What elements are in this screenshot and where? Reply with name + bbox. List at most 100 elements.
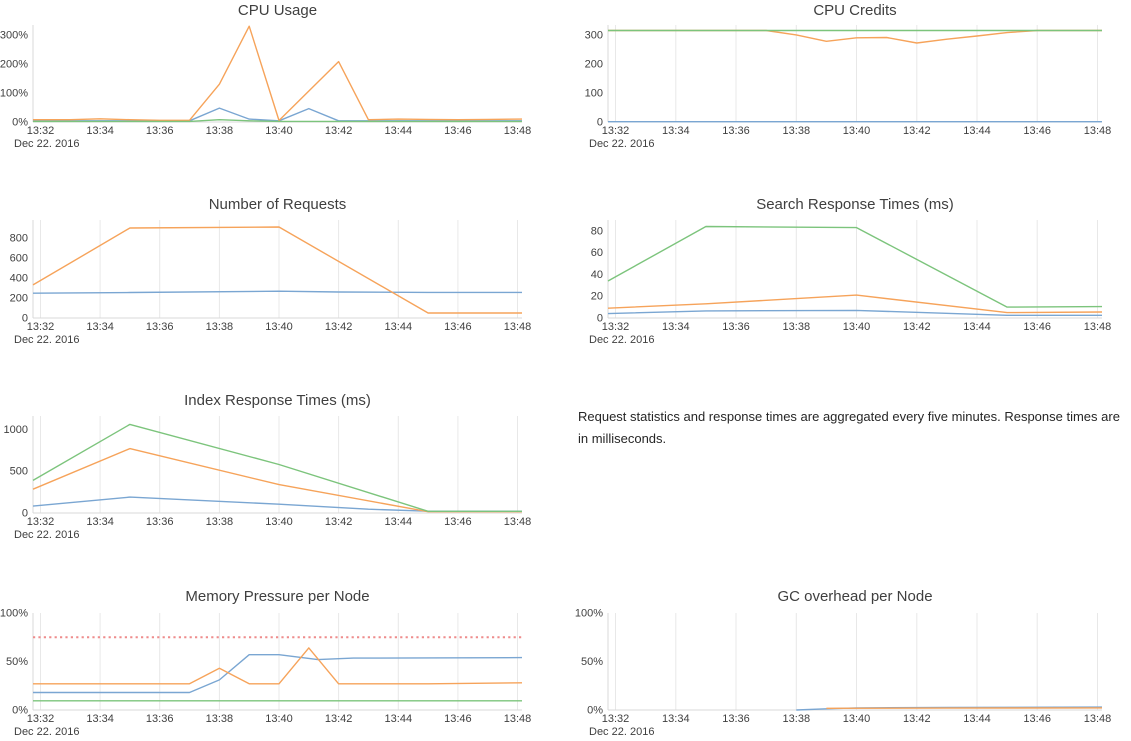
x-tick-label: 13:36: [146, 516, 174, 528]
series-line-blue: [32, 496, 522, 512]
chart-cpu-usage: CPU Usage 0% 100% 200% 300% 13:32 13:34 13:36 1…: [0, 0, 565, 165]
series-line-orange: [32, 447, 522, 513]
x-tick-label: 13:48: [1084, 125, 1112, 137]
x-tick-label: 13:44: [963, 125, 991, 137]
x-tick-label: 13:42: [903, 321, 931, 333]
y-tick-label: 300: [585, 29, 603, 41]
number-of-requests-plot-area[interactable]: 0 200 400 600 800 13:32 13:34 13:36 13:38 13:40 13…: [0, 185, 565, 355]
y-tick-label: 80: [591, 225, 603, 237]
memory-pressure-plot-area[interactable]: 0% 50% 100% 13:32 13:34 13:36 13:38 13:40 13:42 1…: [0, 580, 565, 741]
x-tick-label: 13:46: [444, 516, 472, 528]
x-tick-label: 13:42: [325, 321, 353, 333]
x-tick-label: 13:38: [783, 713, 811, 725]
gc-overhead-plot-area[interactable]: 0% 50% 100% 13:32 13:34 13:36 13:38 13:40 13:42 1…: [565, 580, 1131, 741]
x-tick-label: 13:40: [843, 125, 871, 137]
y-tick-label: 500: [10, 466, 28, 478]
x-tick-label: 13:38: [206, 713, 234, 725]
x-tick-label: 13:40: [265, 713, 293, 725]
chart-title-memory-pressure: Memory Pressure per Node: [185, 588, 370, 605]
x-tick-label: 13:46: [444, 713, 472, 725]
x-tick-label: 13:32: [27, 321, 55, 333]
cpu-credits-plot-area[interactable]: 0 100 200 300 13:32 13:34 13:36 13:38 13:40 13:42…: [565, 0, 1131, 165]
x-tick-label: 13:38: [206, 321, 234, 333]
x-tick-label: 13:42: [903, 713, 931, 725]
series-line-orange: [33, 647, 523, 685]
y-tick-label: 0%: [12, 705, 28, 717]
x-tick-label: 13:38: [206, 125, 234, 137]
y-tick-label: 0%: [587, 705, 603, 717]
x-tick-label: 13:32: [602, 321, 630, 333]
x-tick-label: 13:34: [662, 713, 690, 725]
y-tick-label: 40: [591, 269, 603, 281]
x-tick-label: 13:42: [325, 125, 353, 137]
chart-number-of-requests: Number of Requests 0 200 400 600 800 13:32 13:…: [0, 185, 565, 355]
series-line-orange: [32, 226, 522, 314]
x-tick-label: 13:46: [1023, 321, 1051, 333]
x-tick-label: 13:38: [783, 321, 811, 333]
chart-title-search-response-times: Search Response Times (ms): [756, 196, 954, 213]
x-tick-label: 13:42: [325, 713, 353, 725]
x-tick-label: 13:34: [662, 321, 690, 333]
series-line-blue: [33, 107, 522, 122]
x-tick-label: 13:44: [963, 321, 991, 333]
x-tick-label: 13:36: [722, 125, 750, 137]
y-tick-label: 100: [585, 88, 603, 100]
y-tick-label: 0: [597, 117, 603, 129]
date-label: Dec 22. 2016: [589, 726, 654, 738]
series-line-blue: [607, 309, 1102, 317]
x-tick-label: 13:40: [843, 713, 871, 725]
y-tick-label: 0: [22, 313, 28, 325]
cpu-usage-plot-area[interactable]: 0% 100% 200% 300% 13:32 13:34 13:36 13:38 13:40 1…: [0, 0, 565, 165]
chart-title-cpu-usage: CPU Usage: [237, 2, 318, 19]
x-tick-label: 13:36: [146, 713, 174, 725]
x-tick-label: 13:44: [963, 713, 991, 725]
chart-index-response-times: Index Response Times (ms) 0 500 1000 13:32 1…: [0, 380, 565, 550]
date-label: Dec 22. 2016: [14, 529, 79, 541]
x-tick-label: 13:32: [602, 713, 630, 725]
x-tick-label: 13:40: [265, 516, 293, 528]
x-tick-label: 13:40: [843, 321, 871, 333]
x-tick-label: 13:34: [86, 713, 114, 725]
y-tick-label: 0: [22, 508, 28, 520]
x-tick-label: 13:34: [86, 125, 114, 137]
y-tick-label: 100%: [575, 608, 603, 620]
x-tick-label: 13:46: [444, 321, 472, 333]
x-tick-label: 13:34: [86, 516, 114, 528]
date-label: Dec 22. 2016: [14, 334, 79, 346]
y-tick-label: 200%: [0, 58, 28, 70]
index-response-times-plot-area[interactable]: 0 500 1000 13:32 13:34 13:36 13:38 13:40 13:42 13…: [0, 380, 565, 550]
date-label: Dec 22. 2016: [14, 726, 79, 738]
x-tick-label: 13:48: [504, 516, 532, 528]
series-line-blue: [33, 653, 523, 694]
x-tick-label: 13:48: [504, 713, 532, 725]
y-tick-label: 50%: [6, 656, 28, 668]
x-tick-label: 13:44: [385, 321, 413, 333]
chart-memory-pressure: Memory Pressure per Node 0% 50% 100% 13:32 1…: [0, 580, 565, 741]
x-tick-label: 13:32: [27, 516, 55, 528]
x-tick-label: 13:38: [783, 125, 811, 137]
x-tick-label: 13:40: [265, 125, 293, 137]
y-tick-label: 0%: [12, 117, 28, 129]
chart-cpu-credits: CPU Credits 0 100 200 300 13:32 13:34 13:36 13:…: [565, 0, 1131, 165]
x-tick-label: 13:46: [1023, 713, 1051, 725]
x-tick-label: 13:36: [722, 321, 750, 333]
y-tick-label: 300%: [0, 29, 28, 41]
x-tick-label: 13:44: [385, 516, 413, 528]
y-tick-label: 400: [10, 273, 28, 285]
date-label: Dec 22. 2016: [589, 334, 654, 346]
chart-gc-overhead: GC overhead per Node 0% 50% 100% 13:32 13:34…: [565, 580, 1131, 741]
x-tick-label: 13:46: [444, 125, 472, 137]
x-tick-label: 13:48: [1084, 321, 1112, 333]
y-tick-label: 200: [585, 58, 603, 70]
search-response-times-plot-area[interactable]: 0 20 40 60 80 13:32 13:34 13:36 13:38 13:40 13:42 1…: [565, 185, 1131, 355]
x-tick-label: 13:36: [146, 321, 174, 333]
chart-title-cpu-credits: CPU Credits: [813, 2, 897, 19]
y-tick-label: 800: [10, 233, 28, 245]
aggregation-note: Request statistics and response times ar…: [578, 409, 1120, 446]
y-tick-label: 200: [10, 293, 28, 305]
y-tick-label: 60: [591, 247, 603, 259]
chart-search-response-times: Search Response Times (ms) 0 20 40 60 80 13:3…: [565, 185, 1131, 355]
series-line-green: [32, 423, 522, 513]
series-line-orange: [607, 294, 1103, 314]
y-tick-label: 20: [591, 291, 603, 303]
